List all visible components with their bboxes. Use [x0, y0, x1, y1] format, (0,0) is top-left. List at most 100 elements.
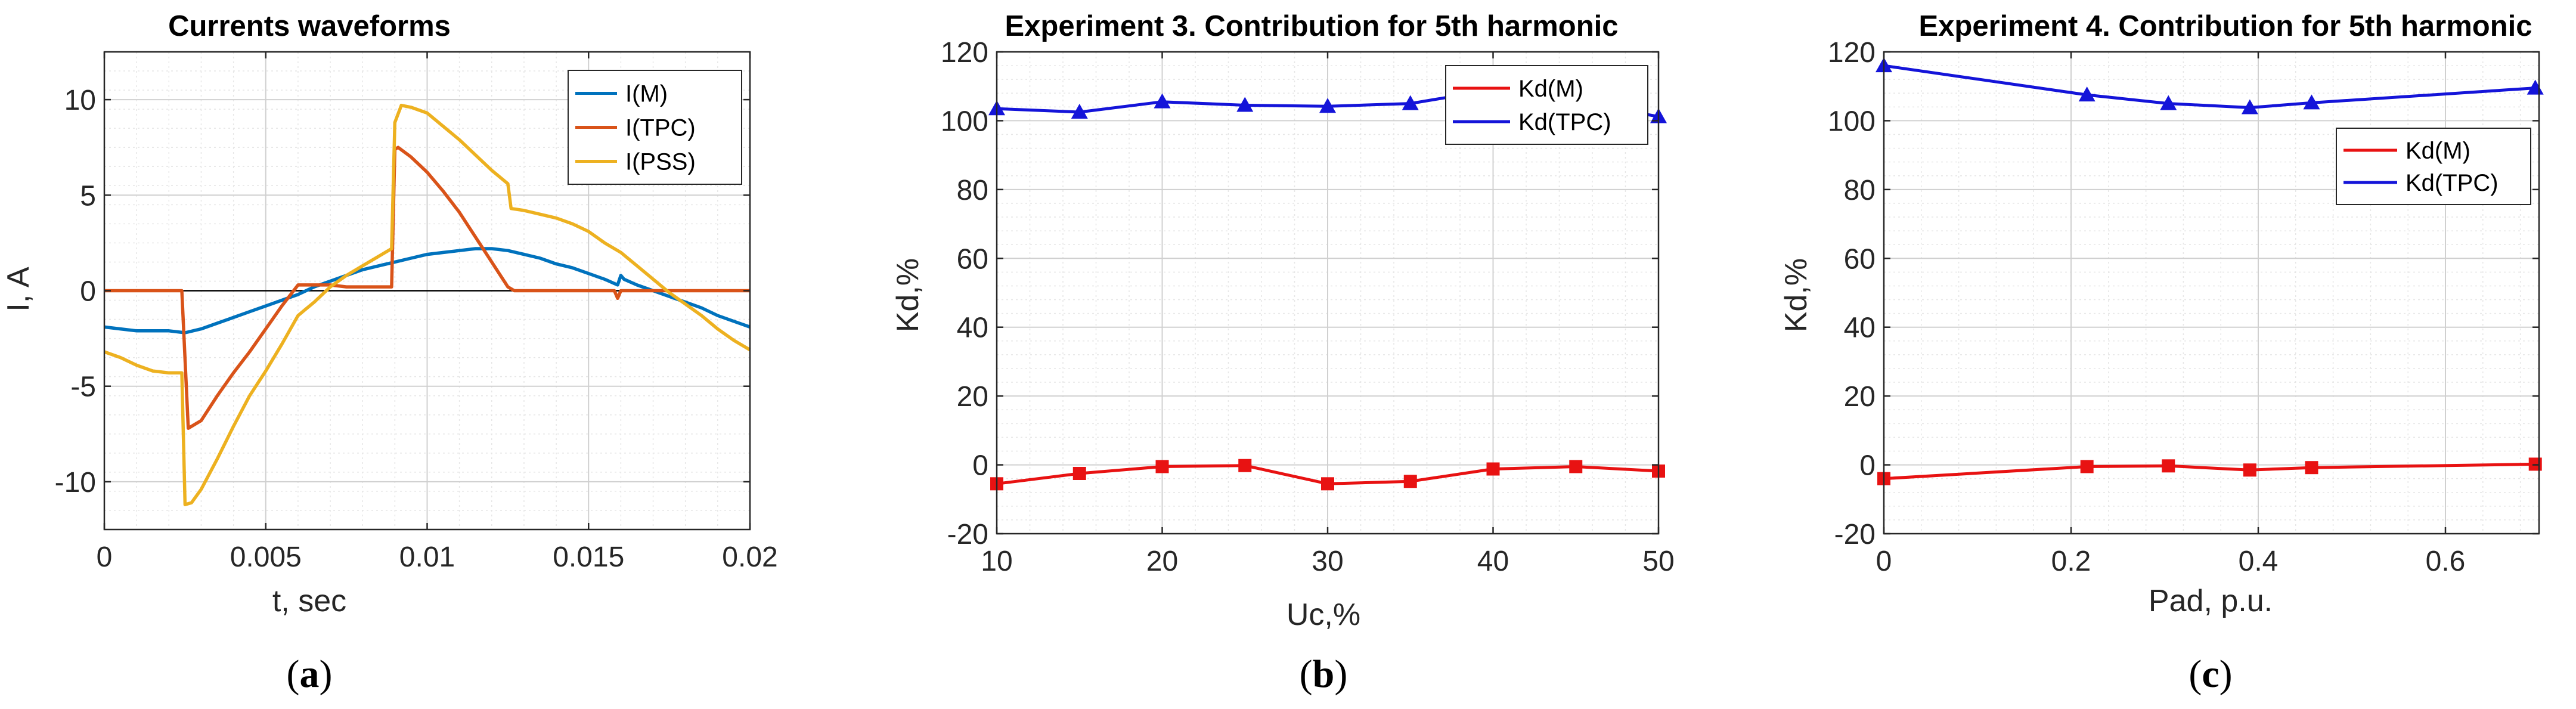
data-point-marker — [1321, 477, 1334, 491]
x-tick-label: 0.01 — [399, 541, 455, 573]
y-tick-label: -10 — [55, 467, 96, 499]
y-axis-label: Kd,% — [891, 258, 925, 332]
chart-title: Currents waveforms — [168, 10, 451, 42]
y-tick-label: 120 — [941, 37, 988, 69]
y-tick-label: 20 — [957, 381, 988, 413]
series-line — [104, 247, 751, 335]
y-tick-label: 20 — [1844, 381, 1876, 413]
y-tick-label: 80 — [1844, 175, 1876, 206]
series-line — [1883, 64, 2535, 109]
data-point-marker — [2078, 86, 2095, 102]
y-tick-label: -20 — [947, 519, 988, 550]
legend-box — [2336, 128, 2531, 205]
y-tick-label: 10 — [64, 85, 96, 116]
x-tick-label: 30 — [1312, 546, 1343, 577]
x-tick-label: 20 — [1146, 546, 1178, 577]
legend-entry: Kd(M) — [2405, 138, 2470, 164]
y-tick-label: 60 — [1844, 243, 1876, 275]
legend-entry: Kd(TPC) — [2405, 170, 2498, 196]
series-line — [1883, 462, 2535, 481]
axes-frame — [1883, 51, 2540, 535]
chart-title: Experiment 4. Contribution for 5th harmo… — [1918, 10, 2532, 42]
panel-label: (a) — [287, 652, 333, 696]
y-tick-label: 0 — [972, 450, 988, 482]
chart-currents-waveforms: Currents waveforms 0 0.005 0.01 0.015 0.02 -1… — [1, 10, 778, 696]
series-line — [104, 103, 751, 507]
chart-title: Experiment 3. Contribution for 5th harmo… — [1005, 10, 1618, 42]
data-point-marker — [2303, 94, 2320, 110]
legend: Kd(M) Kd(TPC) — [2336, 128, 2531, 205]
x-tick-label: 0 — [1876, 546, 1892, 577]
y-tick-label: 100 — [941, 106, 988, 137]
data-point-marker — [1072, 467, 1086, 480]
series-I(PSS) — [104, 103, 751, 507]
legend-entry: I(PSS) — [625, 149, 696, 175]
x-tick-label: 40 — [1477, 546, 1509, 577]
data-point-marker — [2305, 461, 2318, 475]
series-Kd(TPC) — [1876, 57, 2544, 114]
y-tick-label: 120 — [1828, 37, 1876, 69]
data-point-marker — [1486, 462, 1500, 476]
legend-entry: Kd(TPC) — [1518, 109, 1611, 135]
legend-box — [1445, 65, 1648, 145]
data-point-marker — [1238, 459, 1252, 472]
chart-experiment-4: Experiment 4. Contribution for 5th harmo… — [1779, 10, 2544, 696]
series-Kd(M) — [990, 459, 1665, 491]
x-tick-label: 10 — [981, 546, 1012, 577]
x-tick-label: 0.02 — [722, 541, 777, 573]
panel-letter: c — [2202, 652, 2219, 696]
y-tick-label: 80 — [957, 175, 988, 206]
legend-entry: I(M) — [625, 81, 668, 107]
legend-entry: Kd(M) — [1518, 76, 1583, 102]
y-tick-label: 0 — [1859, 450, 1876, 482]
data-point-marker — [1154, 93, 1171, 109]
y-tick-label: -5 — [70, 371, 96, 403]
series-line — [104, 145, 750, 430]
y-tick-label: 100 — [1828, 106, 1876, 137]
y-tick-label: 60 — [957, 243, 988, 275]
x-tick-label: 0 — [97, 541, 113, 573]
data-point-marker — [1236, 97, 1254, 112]
x-tick-label: 50 — [1642, 546, 1674, 577]
x-tick-label: 0.005 — [230, 541, 302, 573]
plot-background — [1884, 52, 2539, 534]
y-tick-label: 5 — [80, 180, 96, 212]
y-tick-label: 40 — [957, 312, 988, 344]
y-axis-label: I, A — [1, 267, 36, 311]
data-point-marker — [1071, 104, 1088, 119]
data-point-marker — [1155, 460, 1169, 473]
x-tick-label: 0.4 — [2239, 546, 2279, 577]
panel-label: (b) — [1300, 652, 1348, 696]
plot-area: 10 20 30 40 50 -20 0 20 40 60 80 100 120 Kd(M) Kd(TPC) — [941, 37, 1675, 577]
panel-label: (c) — [2188, 652, 2232, 696]
chart-experiment-3: Experiment 3. Contribution for 5th harmo… — [891, 10, 1675, 696]
x-axis-label: t, sec — [272, 584, 346, 618]
data-point-marker — [2080, 460, 2094, 473]
data-point-marker — [1403, 475, 1417, 488]
x-tick-label: 0.015 — [553, 541, 624, 573]
data-point-marker — [2241, 99, 2258, 114]
x-axis-label: Uc,% — [1287, 597, 1360, 632]
legend: I(M) I(TPC) I(PSS) — [568, 70, 742, 185]
x-tick-label: 0.6 — [2426, 546, 2466, 577]
panel-letter: a — [300, 652, 320, 696]
legend: Kd(M) Kd(TPC) — [1445, 65, 1648, 145]
x-tick-label: 0.2 — [2051, 546, 2091, 577]
series-I(M) — [104, 247, 751, 335]
legend-entry: I(TPC) — [625, 115, 696, 141]
data-point-marker — [2243, 463, 2256, 477]
series-I(TPC) — [104, 145, 750, 430]
data-point-marker — [2160, 95, 2177, 110]
y-tick-label: 40 — [1844, 312, 1876, 344]
y-tick-label: 0 — [80, 276, 96, 308]
data-point-marker — [1319, 98, 1336, 113]
data-point-marker — [1402, 95, 1419, 110]
data-point-marker — [1569, 460, 1583, 473]
x-axis-label: Pad, p.u. — [2149, 584, 2273, 618]
panel-letter: b — [1313, 652, 1335, 696]
y-axis-label: Kd,% — [1779, 258, 1814, 332]
y-tick-label: -20 — [1834, 519, 1876, 550]
